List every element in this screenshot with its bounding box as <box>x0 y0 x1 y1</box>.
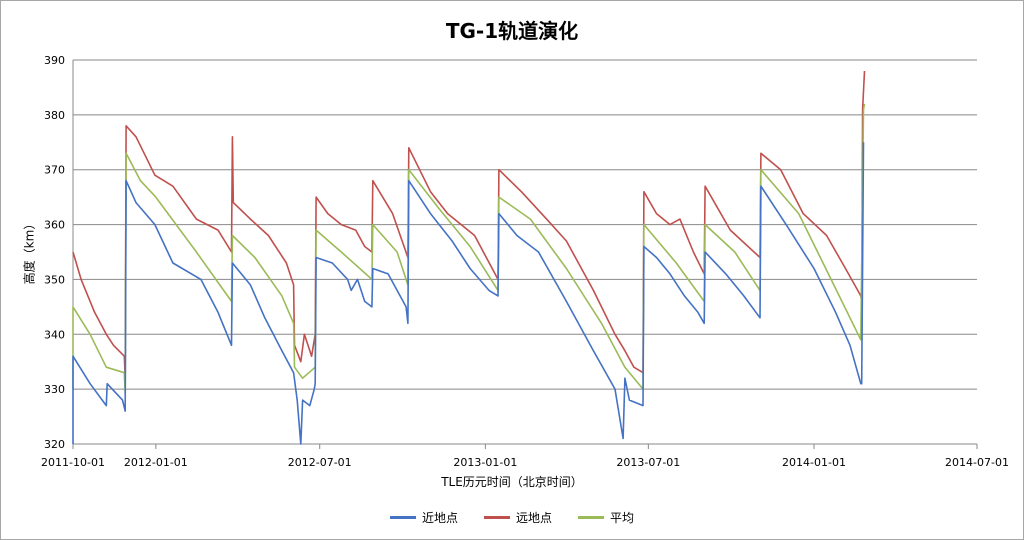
series-line-2 <box>72 70 866 380</box>
legend: 近地点 远地点 平均 <box>1 509 1023 526</box>
y-tick-label: 320 <box>44 438 65 451</box>
x-tick-label: 2013-01-01 <box>453 456 517 469</box>
axes <box>72 60 978 449</box>
legend-swatch <box>578 516 604 519</box>
x-tick-label: 2014-01-01 <box>782 456 846 469</box>
legend-label: 近地点 <box>421 511 458 525</box>
y-tick-label: 360 <box>44 219 65 232</box>
legend-swatch <box>389 516 416 519</box>
x-tick-label: 2011-10-01 <box>41 456 105 469</box>
y-tick-label: 380 <box>44 109 65 122</box>
legend-item-3: 平均 <box>578 509 634 526</box>
y-tick-label: 340 <box>44 328 65 341</box>
legend-swatch <box>483 516 510 519</box>
chart-title: TG-1轨道演化 <box>445 19 579 43</box>
y-tick-label: 370 <box>44 164 65 177</box>
legend-item-2: 远地点 <box>483 509 552 526</box>
x-tick-label: 2014-07-01 <box>945 456 1009 469</box>
x-tick-label: 2013-07-01 <box>616 456 680 469</box>
legend-label: 平均 <box>610 511 635 525</box>
series-line-3 <box>72 103 866 396</box>
legend-item-1: 近地点 <box>389 509 458 526</box>
y-tick-label: 390 <box>44 54 65 67</box>
legend-label: 远地点 <box>515 511 552 525</box>
x-tick-label: 2012-07-01 <box>288 456 352 469</box>
y-tick-label: 350 <box>44 273 65 286</box>
tick-labels: 320 330 340 350 360 370 380 390 2011-10-01 2012-0… <box>41 54 1009 469</box>
x-axis-label: TLE历元时间（北京时间） <box>441 475 583 489</box>
series-line-1 <box>72 142 865 445</box>
x-tick-label: 2012-01-01 <box>124 456 188 469</box>
y-tick-label: 330 <box>44 383 65 396</box>
series-lines <box>72 70 866 445</box>
gridlines <box>73 59 977 390</box>
